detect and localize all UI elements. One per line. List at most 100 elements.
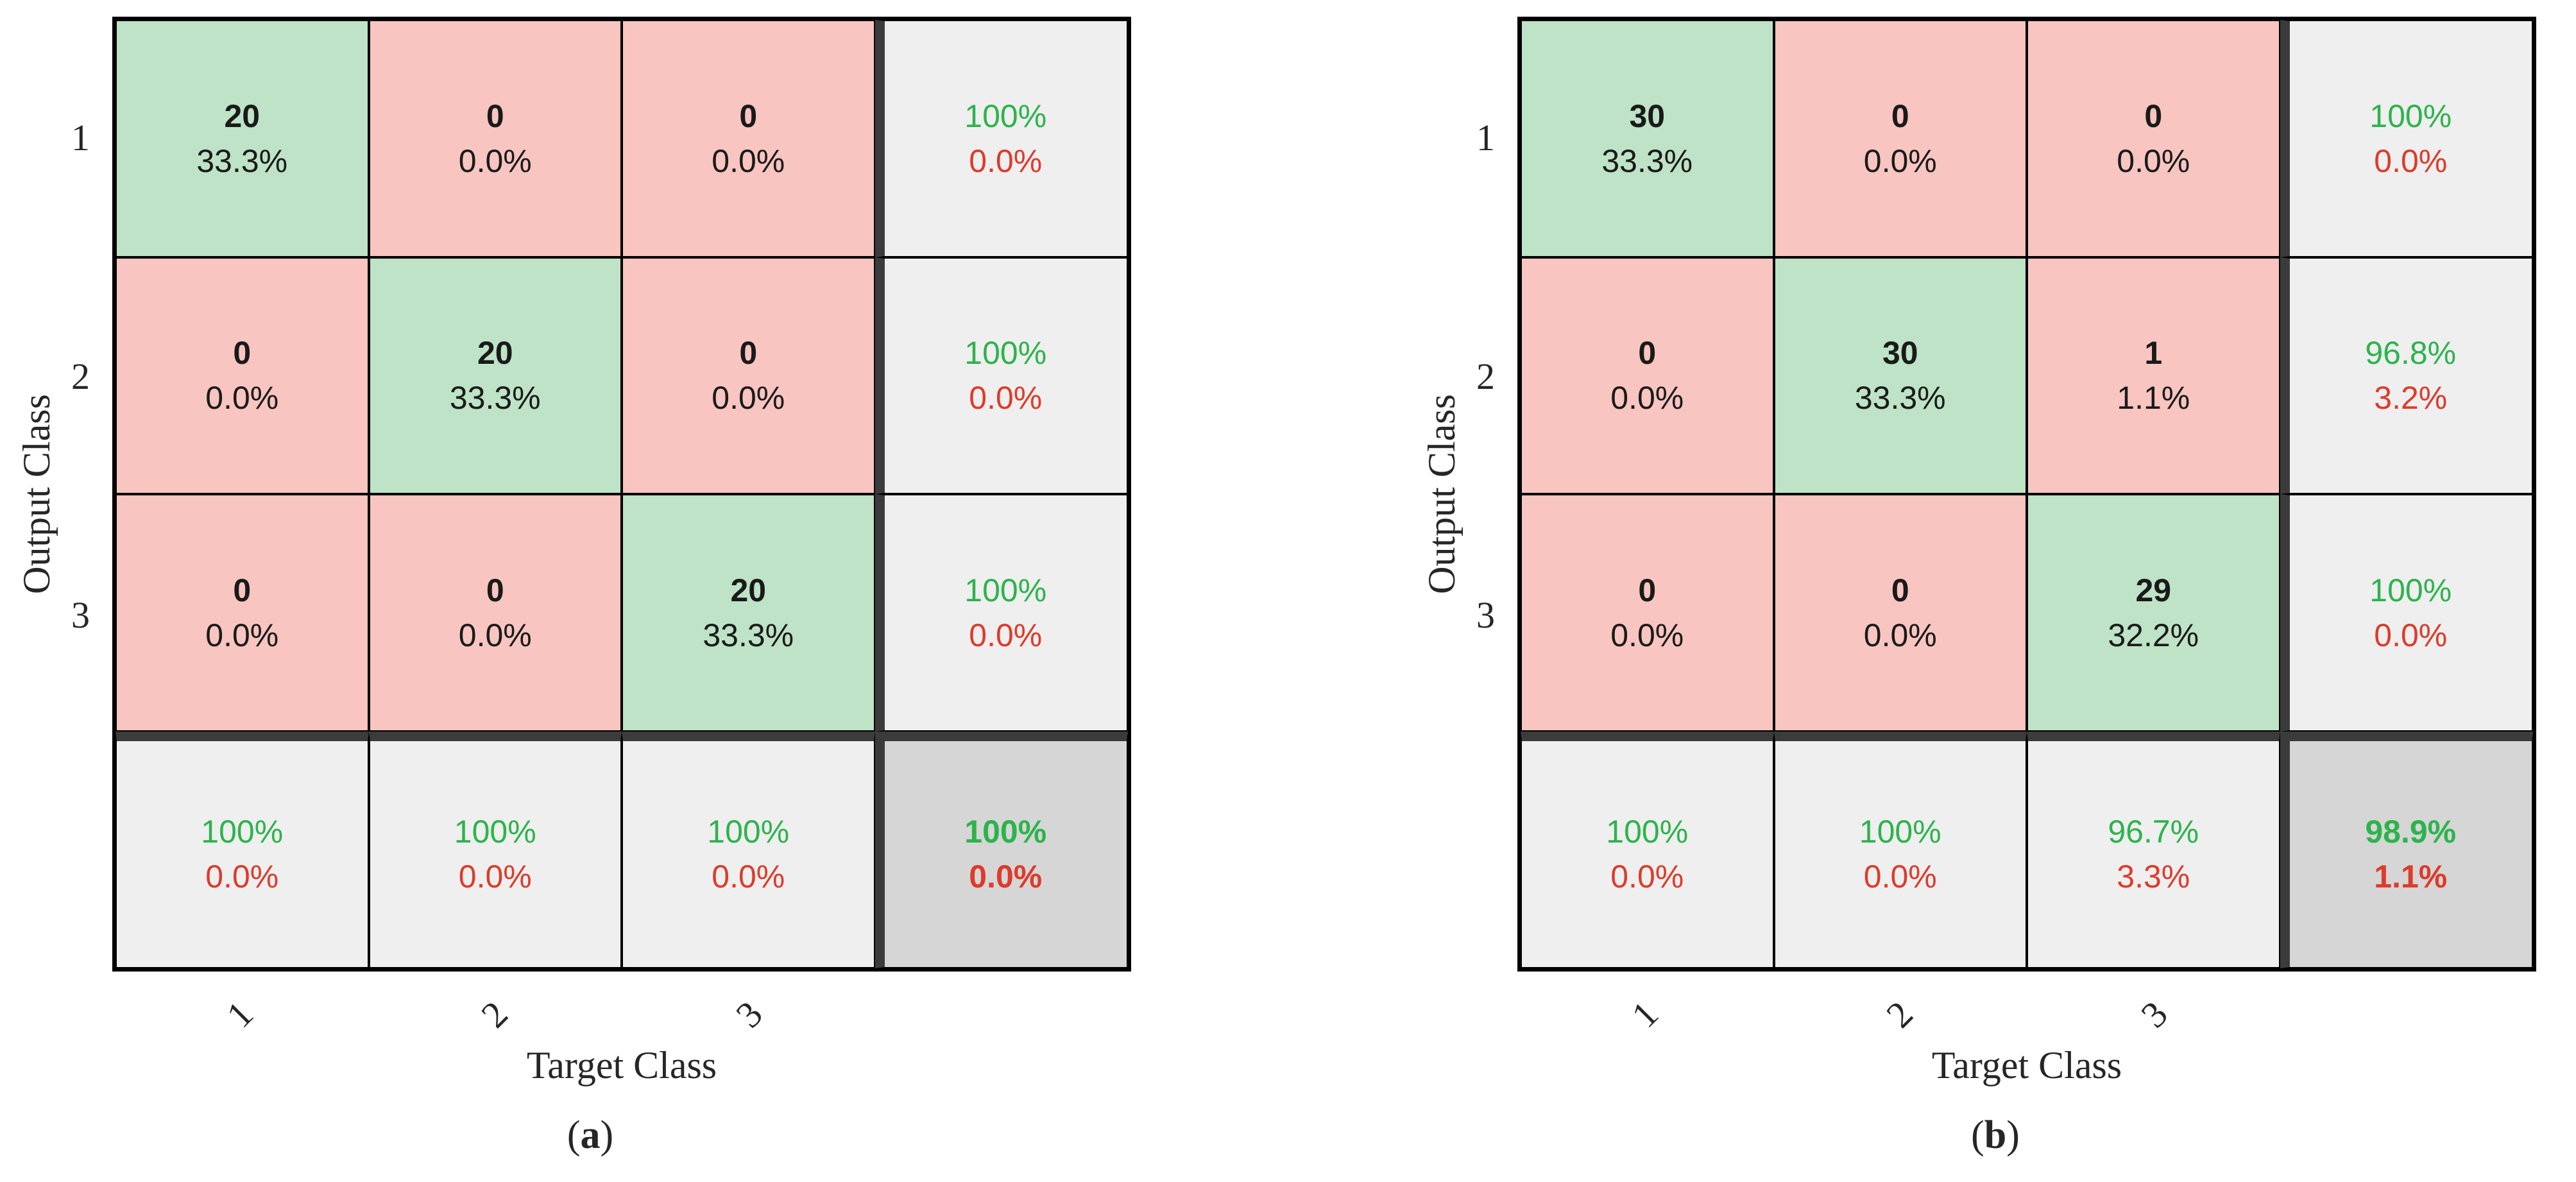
- panel-caption-a: (a): [567, 1115, 613, 1155]
- cell-count: 0: [739, 98, 758, 134]
- cell-percent-green: 100%: [964, 335, 1047, 372]
- matrix-cell: 0 0.0%: [115, 257, 369, 494]
- cell-percent: 0.0%: [712, 142, 785, 179]
- cell-count: 0: [486, 572, 504, 608]
- cell-count: 0: [233, 335, 252, 372]
- matrix-cell: 0 0.0%: [368, 494, 622, 732]
- y-axis-label: Output Class: [15, 394, 58, 594]
- cell-count: 0: [1891, 572, 1909, 608]
- cell-percent: 0.0%: [1863, 142, 1937, 179]
- matrix-cell: 29 32.2%: [2027, 494, 2280, 732]
- cell-count: 0: [233, 572, 252, 608]
- column-summary-cell: 100% 0.0%: [1521, 731, 1774, 968]
- y-tick-3: 3: [1476, 594, 1495, 636]
- matrix-cell: 0 0.0%: [1773, 494, 2027, 732]
- matrix-cell: 0 0.0%: [1521, 494, 1774, 732]
- matrix-cell: 0 0.0%: [368, 20, 622, 257]
- cell-percent: 0.0%: [205, 380, 279, 416]
- caption-letter: a: [580, 1113, 601, 1157]
- matrix-cell: 30 33.3%: [1521, 20, 1774, 257]
- matrix-cell: 0 0.0%: [1521, 257, 1774, 494]
- column-summary-cell: 100% 0.0%: [622, 731, 875, 968]
- matrix-cell: 0 0.0%: [2027, 20, 2280, 257]
- cell-percent-red: 3.2%: [2374, 380, 2448, 416]
- matrix-cell: 0 0.0%: [1773, 20, 2027, 257]
- x-axis-label: Target Class: [526, 1044, 717, 1086]
- column-summary-cell: 100% 0.0%: [368, 731, 622, 968]
- cell-percent: 0.0%: [205, 617, 279, 653]
- column-summary-cell: 96.7% 3.3%: [2027, 731, 2280, 968]
- cell-percent-green: 100%: [201, 813, 284, 850]
- cell-percent-red: 0.0%: [969, 142, 1043, 179]
- cell-count: 1: [2144, 335, 2163, 372]
- caption-letter: b: [1984, 1113, 2007, 1157]
- cell-percent: 32.2%: [2108, 617, 2199, 653]
- cell-percent-red: 3.3%: [2117, 858, 2190, 895]
- caption-open-paren: (: [1971, 1113, 1984, 1157]
- cell-percent-red: 0.0%: [712, 858, 785, 895]
- cell-percent-red: 0.0%: [969, 617, 1043, 653]
- cell-percent-green: 100%: [964, 813, 1047, 850]
- matrix-cell: 1 1.1%: [2027, 257, 2280, 494]
- cell-percent-green: 100%: [1859, 813, 1941, 850]
- x-tick-3: 3: [728, 993, 771, 1036]
- caption-open-paren: (: [567, 1113, 581, 1157]
- matrix-cell: 30 33.3%: [1773, 257, 2027, 494]
- y-tick-1: 1: [1476, 117, 1495, 158]
- x-axis-label: Target Class: [1931, 1044, 2122, 1086]
- column-summary-cell: 100% 0.0%: [115, 731, 369, 968]
- cell-percent: 33.3%: [196, 142, 288, 179]
- x-tick-3: 3: [2133, 993, 2176, 1036]
- matrix-cell: 0 0.0%: [115, 494, 369, 732]
- total-cell: 100% 0.0%: [874, 731, 1128, 968]
- cell-percent-green: 100%: [964, 572, 1047, 608]
- panel-caption-b: (b): [1971, 1115, 2020, 1155]
- cell-percent: 33.3%: [703, 617, 794, 653]
- matrix-cell: 20 33.3%: [368, 257, 622, 494]
- y-tick-2: 2: [1476, 355, 1495, 397]
- cell-count: 30: [1629, 98, 1666, 134]
- matrix-cell: 0 0.0%: [622, 20, 875, 257]
- cell-percent-green: 100%: [964, 98, 1047, 134]
- row-summary-cell: 100% 0.0%: [874, 20, 1128, 257]
- cell-count: 0: [1638, 335, 1657, 372]
- confusion-grid-a: 20 33.3% 0 0.0% 0 0.0% 100% 0.0% 0 0.0% 20 33.3% 0 0.…: [112, 17, 1131, 972]
- cell-count: 29: [2135, 572, 2172, 608]
- cell-percent: 0.0%: [458, 617, 532, 653]
- cell-percent: 0.0%: [2117, 142, 2190, 179]
- x-tick-2: 2: [473, 993, 516, 1036]
- row-summary-cell: 100% 0.0%: [874, 257, 1128, 494]
- total-cell: 98.9% 1.1%: [2280, 731, 2533, 968]
- cell-percent-green: 100%: [2369, 572, 2452, 608]
- cell-percent-red: 0.0%: [969, 380, 1043, 416]
- cell-percent-red: 0.0%: [2374, 617, 2448, 653]
- cell-percent: 33.3%: [1854, 380, 1946, 416]
- matrix-cell: 20 33.3%: [622, 494, 875, 732]
- cell-percent-green: 100%: [2369, 98, 2452, 134]
- cell-count: 20: [730, 572, 767, 608]
- x-tick-1: 1: [1623, 993, 1666, 1036]
- panel-b: Output Class 1 2 3 30 33.3% 0 0.0% 0 0.0% 100%…: [1288, 0, 2576, 1182]
- row-summary-cell: 100% 0.0%: [2280, 20, 2533, 257]
- cell-count: 0: [1891, 98, 1909, 134]
- cell-percent-red: 0.0%: [1610, 858, 1684, 895]
- cell-count: 0: [486, 98, 504, 134]
- cell-percent: 33.3%: [449, 380, 541, 416]
- cell-percent: 33.3%: [1601, 142, 1693, 179]
- cell-percent-red: 0.0%: [2374, 142, 2448, 179]
- cell-percent-green: 96.8%: [2365, 335, 2457, 372]
- cell-percent: 0.0%: [1610, 617, 1684, 653]
- cell-percent-green: 98.9%: [2365, 813, 2457, 850]
- cell-count: 20: [477, 335, 513, 372]
- cell-percent-green: 100%: [454, 813, 536, 850]
- cell-percent-green: 100%: [1606, 813, 1689, 850]
- cell-percent: 0.0%: [712, 380, 785, 416]
- cell-count: 0: [739, 335, 758, 372]
- confusion-grid-b: 30 33.3% 0 0.0% 0 0.0% 100% 0.0% 0 0.0% 30 33.3% 1 1.…: [1517, 17, 2536, 972]
- caption-close-paren: ): [600, 1113, 614, 1157]
- cell-percent-green: 96.7%: [2108, 813, 2199, 850]
- caption-close-paren: ): [2006, 1113, 2020, 1157]
- cell-count: 20: [224, 98, 260, 134]
- row-summary-cell: 96.8% 3.2%: [2280, 257, 2533, 494]
